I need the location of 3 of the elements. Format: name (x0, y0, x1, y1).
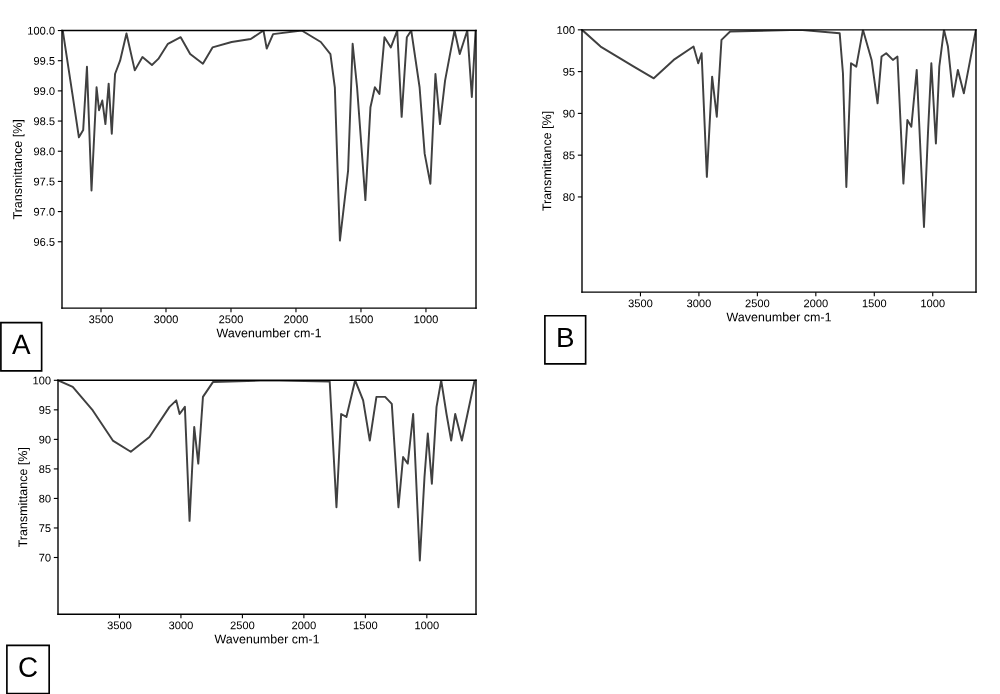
text: A (12, 334, 31, 354)
text: C (19, 657, 37, 677)
text: B (558, 327, 574, 347)
